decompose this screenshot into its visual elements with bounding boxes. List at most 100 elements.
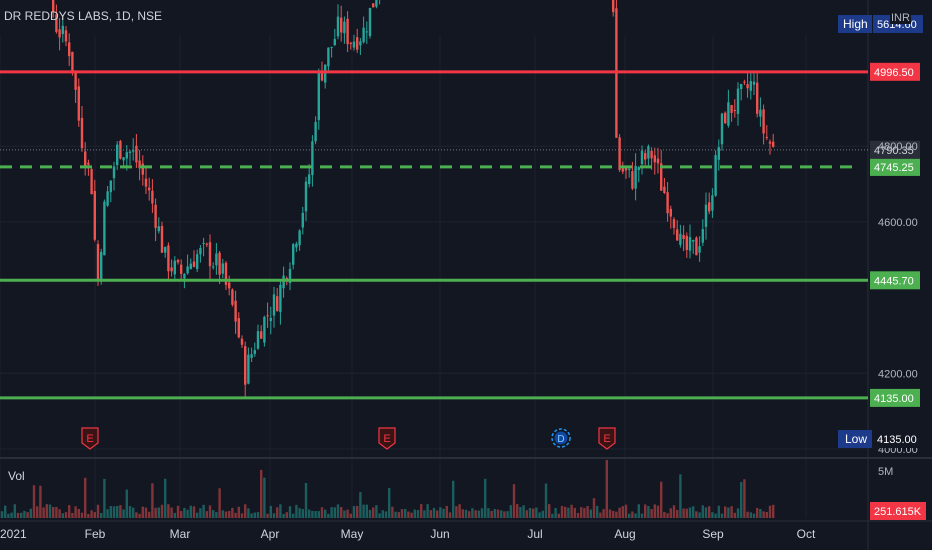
- volume-bar: [23, 510, 26, 518]
- volume-bar: [16, 512, 20, 518]
- time-axis-tick: Feb: [85, 527, 106, 541]
- candle-body: [740, 84, 743, 89]
- candle-body: [250, 354, 253, 358]
- volume-bar: [154, 507, 157, 518]
- candle-body: [116, 144, 119, 166]
- candle-body: [653, 155, 656, 163]
- candle-body: [167, 245, 170, 272]
- volume-bar: [157, 507, 160, 518]
- volume-bar: [720, 513, 724, 518]
- volume-bar: [580, 507, 583, 518]
- level-price-tag-3: [870, 271, 920, 290]
- volume-bar: [93, 512, 96, 518]
- candle-body: [743, 81, 746, 83]
- volume-bar: [247, 508, 250, 518]
- volume-bar: [183, 507, 186, 518]
- candle-body: [308, 174, 311, 184]
- low-value-badge: [873, 430, 923, 448]
- candle-body: [100, 251, 103, 281]
- grid-lines: [0, 35, 868, 518]
- volume-bar: [388, 488, 391, 518]
- candle-body: [765, 136, 768, 138]
- candle-body: [93, 191, 96, 240]
- volume-bar: [509, 505, 512, 518]
- volume-bar: [436, 510, 439, 518]
- volume-bar: [676, 509, 679, 518]
- candle-body: [663, 186, 666, 193]
- volume-bar: [74, 506, 77, 518]
- candle-body: [71, 51, 74, 71]
- volume-bar: [135, 512, 138, 518]
- volume-bar: [119, 505, 122, 518]
- volume-bar: [528, 508, 532, 518]
- candle-body: [708, 202, 711, 212]
- volume-bar: [148, 511, 151, 518]
- earnings-marker[interactable]: E: [378, 427, 396, 450]
- candle-body: [266, 315, 269, 317]
- volume-bar: [308, 509, 311, 518]
- dividend-marker-letter: D: [557, 434, 564, 445]
- volume-bar: [420, 504, 423, 518]
- time-axis-tick: Jun: [430, 527, 449, 541]
- candle-body: [260, 331, 263, 339]
- candle-body: [772, 141, 775, 147]
- volume-bar: [541, 510, 544, 518]
- volume-bar: [199, 508, 202, 518]
- candle-body: [762, 109, 765, 134]
- volume-bar: [356, 505, 359, 518]
- candle-body: [157, 226, 160, 232]
- time-axis-tick: 2021: [0, 527, 27, 541]
- volume-last-tag: [870, 502, 926, 520]
- volume-bar: [500, 510, 503, 518]
- volume-bar: [340, 507, 343, 518]
- low-badge-label: Low: [845, 432, 867, 446]
- volume-bar: [637, 504, 640, 518]
- volume-bar: [138, 513, 141, 518]
- volume-bar: [557, 513, 560, 518]
- candle-body: [672, 219, 676, 228]
- volume-bar: [71, 512, 74, 518]
- volume-bar: [743, 479, 746, 518]
- volume-bar: [167, 504, 170, 518]
- volume-bar: [349, 513, 352, 518]
- volume-bar: [336, 504, 340, 518]
- earnings-marker[interactable]: E: [81, 427, 99, 450]
- candle-body: [90, 169, 93, 195]
- candle-body: [231, 289, 234, 305]
- candle-body: [746, 84, 749, 89]
- candle-body: [698, 246, 701, 253]
- candle-body: [298, 230, 301, 246]
- candle-body: [164, 246, 167, 253]
- volume-bar: [736, 508, 740, 518]
- candle-body: [196, 254, 199, 270]
- dividend-marker-ring: [551, 428, 571, 448]
- volume-bar: [125, 489, 128, 518]
- earnings-marker[interactable]: E: [598, 427, 616, 450]
- candle-body: [58, 29, 61, 38]
- candle-body: [362, 27, 365, 43]
- volume-bar: [708, 506, 711, 518]
- volume-bar: [279, 504, 282, 518]
- dividend-marker[interactable]: D: [551, 428, 571, 448]
- volume-bar: [701, 505, 704, 518]
- earnings-marker-shape: [81, 427, 99, 450]
- candle-body: [612, 0, 615, 13]
- volume-bar: [4, 505, 7, 518]
- volume-bar: [608, 509, 612, 518]
- candle-body: [368, 8, 372, 37]
- candle-body: [356, 37, 359, 50]
- candle-body: [234, 300, 237, 322]
- volume-bar: [122, 509, 125, 518]
- candle-body: [292, 244, 295, 265]
- candle-body: [624, 167, 628, 171]
- volume-bar: [586, 506, 589, 518]
- volume-bar: [532, 508, 535, 518]
- volume-bar: [765, 511, 768, 518]
- earnings-marker-shape: [378, 427, 396, 450]
- volume-bar: [426, 504, 429, 518]
- volume-bar: [631, 511, 634, 518]
- volume-bar: [324, 509, 327, 518]
- candle-body: [676, 229, 679, 241]
